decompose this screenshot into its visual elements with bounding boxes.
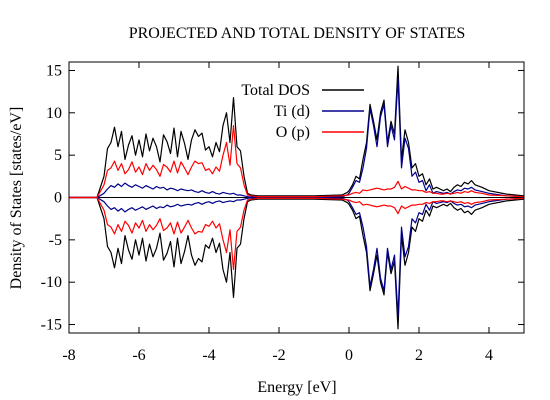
x-tick-label: -2 (272, 347, 285, 364)
y-tick-label: 10 (46, 105, 62, 122)
y-tick-label: -5 (49, 232, 62, 249)
x-tick-label: 0 (345, 347, 353, 364)
series-line-1-down (69, 196, 524, 330)
y-tick-label: 0 (54, 190, 62, 207)
y-tick-label: -15 (41, 317, 62, 334)
series-line-2-down (69, 196, 524, 317)
y-tick-label: 15 (46, 62, 62, 79)
y-tick-label: -10 (41, 274, 62, 291)
chart-title: PROJECTED AND TOTAL DENSITY OF STATES (129, 25, 466, 42)
plot-area: -8 -6 -4 -2 0 2 4 -15 -10 -5 0 5 10 15 Total DOS Ti (d)… (41, 61, 525, 364)
series-line-3-down (69, 196, 524, 271)
x-tick-label: -4 (202, 347, 215, 364)
y-tick-label: 5 (54, 147, 62, 164)
x-tick-label: 2 (415, 347, 423, 364)
y-axis-title: Density of States [states/eV] (8, 107, 25, 290)
x-tick-label: -6 (132, 347, 145, 364)
x-tick-label: -8 (62, 347, 75, 364)
series-line-3-up (69, 124, 524, 199)
legend-label: O (p) (276, 124, 310, 141)
plot-frame (68, 61, 525, 334)
x-tick-label: 4 (485, 347, 493, 364)
x-axis-title: Energy [eV] (257, 379, 336, 396)
legend-label: Total DOS (241, 82, 310, 99)
series-line-1-up (69, 65, 524, 199)
legend-label: Ti (d) (274, 103, 310, 120)
